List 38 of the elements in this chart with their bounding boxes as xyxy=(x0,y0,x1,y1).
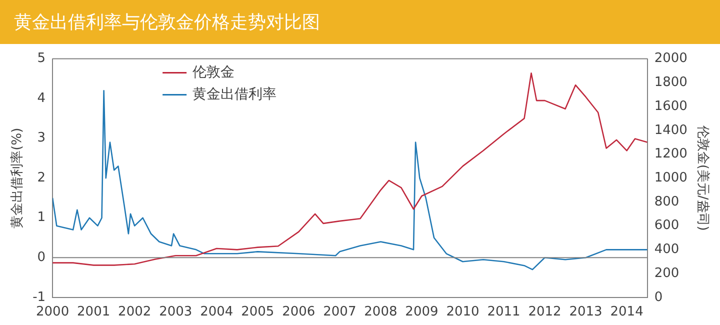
x-tick-label: 2013 xyxy=(569,304,602,320)
y-tick-label: 0 xyxy=(37,250,46,266)
legend-label: 黄金出借利率 xyxy=(192,86,277,102)
y2-tick-label: 600 xyxy=(654,218,680,234)
y2-axis-title: 伦敦金(美元/盎司) xyxy=(694,125,711,231)
y2-tick-label: 200 xyxy=(654,266,680,281)
x-tick-label: 2005 xyxy=(241,304,274,320)
y-tick-label: 4 xyxy=(37,90,46,106)
x-tick-label: 2012 xyxy=(528,304,562,320)
x-tick-label: 2011 xyxy=(487,304,520,320)
x-tick-label: 2002 xyxy=(118,304,152,320)
y2-tick-label: 1400 xyxy=(654,122,688,138)
chart-title: 黄金出借利率与伦敦金价格走势对比图 xyxy=(14,11,320,34)
y-tick-label: 2 xyxy=(37,170,46,186)
y2-tick-label: 1200 xyxy=(654,146,688,162)
x-tick-label: 2001 xyxy=(77,304,110,320)
y-tick-label: 1 xyxy=(37,210,46,226)
y2-tick-label: 1600 xyxy=(654,98,688,114)
y2-tick-label: 1800 xyxy=(654,75,688,90)
y-tick-label: 5 xyxy=(37,51,46,66)
y-tick-label: -1 xyxy=(32,290,46,305)
x-tick-label: 2008 xyxy=(364,304,398,320)
x-tick-label: 2000 xyxy=(36,304,70,320)
x-tick-label: 2003 xyxy=(159,304,192,320)
legend-label: 伦敦金 xyxy=(192,64,235,80)
y2-tick-label: 800 xyxy=(654,194,680,210)
x-tick-label: 2007 xyxy=(323,304,356,320)
y-axis-title: 黄金出借利率(%) xyxy=(9,128,26,228)
x-tick-label: 2009 xyxy=(405,304,438,320)
y-tick-label: 3 xyxy=(37,130,46,146)
y2-tick-label: 400 xyxy=(654,242,680,258)
y2-tick-label: 1000 xyxy=(654,170,688,186)
y2-tick-label: 2000 xyxy=(654,51,688,66)
x-tick-label: 2006 xyxy=(282,304,316,320)
x-tick-label: 2014 xyxy=(610,304,644,320)
x-tick-label: 2004 xyxy=(200,304,234,320)
y2-tick-label: 0 xyxy=(654,290,663,305)
x-tick-label: 2010 xyxy=(446,304,480,320)
